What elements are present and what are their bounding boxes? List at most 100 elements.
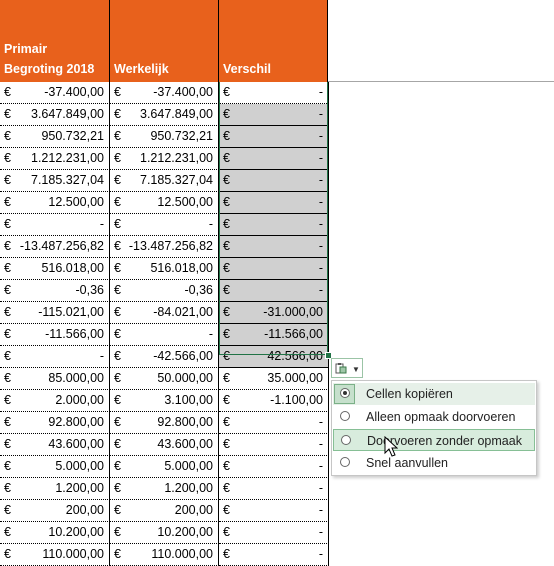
cell-value: 92.800,00 [157,415,213,429]
header-verschil[interactable]: Verschil [219,0,328,82]
table-cell[interactable]: €200,00 [110,500,219,522]
table-cell[interactable]: € -42.566,00 [110,346,219,368]
table-cell[interactable]: € - [219,412,329,434]
table-cell[interactable]: €7.185.327,04 [0,170,110,192]
table-cell[interactable]: €43.600,00 [0,434,110,456]
table-cell[interactable]: € - [219,522,329,544]
table-cell[interactable]: € - [219,104,329,126]
cell-value: - [318,415,323,429]
currency-symbol: € [4,283,11,297]
table-cell[interactable]: €2.000,00 [0,390,110,412]
table-cell[interactable]: € - [219,280,329,302]
table-cell[interactable]: €950.732,21 [0,126,110,148]
table-cell[interactable]: €3.100,00 [110,390,219,412]
table-cell[interactable]: € - [110,324,219,346]
table-cell[interactable]: € - [219,500,329,522]
table-cell[interactable]: €92.800,00 [0,412,110,434]
table-cell[interactable]: €1.200,00 [110,478,219,500]
menu-item-cellen-kopieren[interactable]: Cellen kopiëren [333,383,535,405]
table-cell[interactable]: €3.647.849,00 [0,104,110,126]
fill-handle[interactable] [325,352,332,359]
currency-symbol: € [4,239,11,253]
table-cell[interactable]: €12.500,00 [110,192,219,214]
cell-value: - [318,481,323,495]
currency-symbol: € [4,349,11,363]
table-cell[interactable]: €516.018,00 [0,258,110,280]
table-cell[interactable]: € - [110,214,219,236]
table-row: €2.000,00 €3.100,00 € -1.100,00 [0,390,329,412]
currency-symbol: € [4,129,11,143]
table-cell[interactable]: € -13.487.256,82 [0,236,110,258]
currency-symbol: € [114,85,121,99]
table-cell[interactable]: €50.000,00 [110,368,219,390]
table-cell[interactable]: € - [219,148,329,170]
table-cell[interactable]: € -11.566,00 [219,324,329,346]
radio-icon [340,411,350,421]
table-cell[interactable]: € -115.021,00 [0,302,110,324]
table-cell[interactable]: € -31.000,00 [219,302,329,324]
currency-symbol: € [4,503,11,517]
table-cell[interactable]: € - [0,346,110,368]
table-cell[interactable]: €950.732,21 [110,126,219,148]
table-cell[interactable]: €5.000,00 [0,456,110,478]
currency-symbol: € [4,525,11,539]
table-cell[interactable]: € - [0,214,110,236]
currency-symbol: € [223,437,230,451]
cell-value: - [318,459,323,473]
currency-symbol: € [114,195,121,209]
table-cell[interactable]: € - [219,192,329,214]
menu-item-snel-aanvullen[interactable]: Snel aanvullen [333,452,535,474]
table-cell[interactable]: €92.800,00 [110,412,219,434]
table-cell[interactable]: € - [219,82,329,104]
table-cell[interactable]: € -0,36 [110,280,219,302]
table-cell[interactable]: €7.185.327,04 [110,170,219,192]
cell-value: -37.400,00 [44,85,104,99]
table-cell[interactable]: € - [219,170,329,192]
table-cell[interactable]: € - [219,126,329,148]
header-begroting-label: Primair Begroting 2018 [4,42,95,76]
paste-options-button[interactable]: ▼ [331,358,363,378]
table-cell[interactable]: € - [219,544,329,566]
table-cell[interactable]: €110.000,00 [0,544,110,566]
table-cell[interactable]: € -1.100,00 [219,390,329,412]
currency-symbol: € [4,371,11,385]
table-cell[interactable]: € -13.487.256,82 [110,236,219,258]
table-cell[interactable]: € - [219,214,329,236]
table-cell[interactable]: € -37.400,00 [110,82,219,104]
table-cell[interactable]: €1.200,00 [0,478,110,500]
table-cell[interactable]: €12.500,00 [0,192,110,214]
table-cell[interactable]: €5.000,00 [110,456,219,478]
table-cell[interactable]: €10.200,00 [0,522,110,544]
table-cell[interactable]: € - [219,478,329,500]
header-begroting[interactable]: Primair Begroting 2018 [0,0,110,82]
menu-item-zonder-opmaak[interactable]: Doorvoeren zonder opmaak [333,429,535,451]
table-cell[interactable]: €43.600,00 [110,434,219,456]
table-cell[interactable]: €110.000,00 [110,544,219,566]
cell-value: - [318,107,323,121]
currency-symbol: € [4,151,11,165]
table-row: € -115.021,00 € -84.021,00 € -31.000,00 [0,302,329,324]
table-cell[interactable]: € - [219,434,329,456]
table-cell[interactable]: € -84.021,00 [110,302,219,324]
table-cell[interactable]: €3.647.849,00 [110,104,219,126]
table-cell[interactable]: € - [219,236,329,258]
header-werkelijk[interactable]: Werkelijk [110,0,219,82]
cell-value: -31.000,00 [263,305,323,319]
table-cell[interactable]: €1.212.231,00 [110,148,219,170]
table-cell[interactable]: €35.000,00 [219,368,329,390]
table-cell[interactable]: €10.200,00 [110,522,219,544]
table-cell[interactable]: € - [219,258,329,280]
table-cell[interactable]: € -11.566,00 [0,324,110,346]
table-cell[interactable]: € -37.400,00 [0,82,110,104]
table-cell[interactable]: € - [219,456,329,478]
table-cell[interactable]: €85.000,00 [0,368,110,390]
cell-value: 3.100,00 [164,393,213,407]
menu-item-alleen-opmaak[interactable]: Alleen opmaak doorvoeren [333,406,535,428]
table-cell[interactable]: €1.212.231,00 [0,148,110,170]
table-cell[interactable]: € -0,36 [0,280,110,302]
table-cell[interactable]: €42.566,00 [219,346,329,368]
table-cell[interactable]: €516.018,00 [110,258,219,280]
table-cell[interactable]: €200,00 [0,500,110,522]
cell-value: - [318,503,323,517]
currency-symbol: € [4,415,11,429]
